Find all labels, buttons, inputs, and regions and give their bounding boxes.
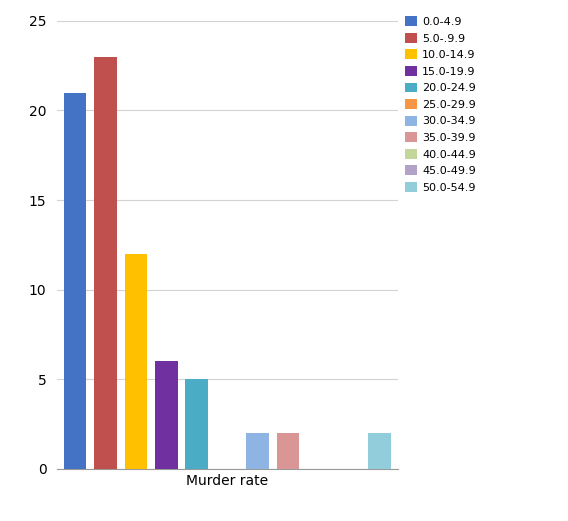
Bar <box>64 93 86 469</box>
Legend: 0.0-4.9, 5.0-.9.9, 10.0-14.9, 15.0-19.9, 20.0-24.9, 25.0-29.9, 30.0-34.9, 35.0-3: 0.0-4.9, 5.0-.9.9, 10.0-14.9, 15.0-19.9,… <box>401 12 481 197</box>
Bar <box>246 433 269 469</box>
Bar <box>155 362 178 469</box>
Bar <box>94 57 117 469</box>
Bar <box>277 433 299 469</box>
X-axis label: Murder rate: Murder rate <box>186 475 268 489</box>
Bar <box>185 379 208 469</box>
Bar <box>368 433 391 469</box>
Bar <box>124 254 147 469</box>
